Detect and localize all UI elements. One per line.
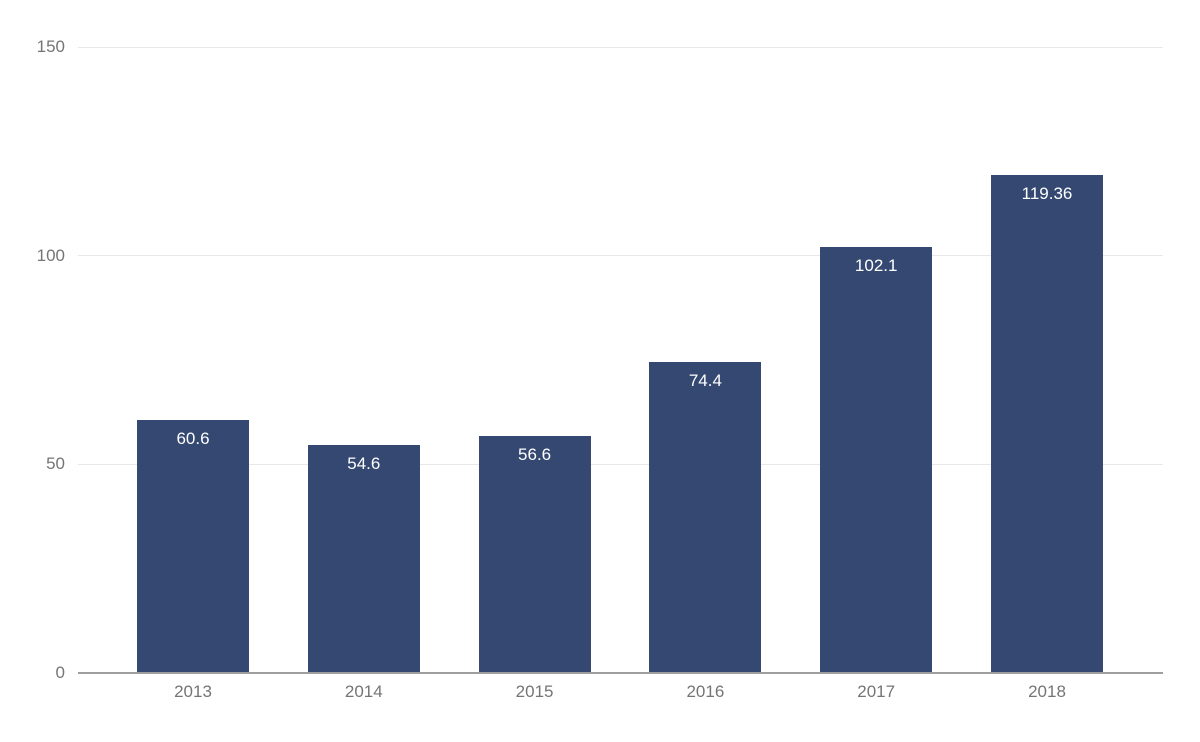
bar-value-label-2017: 102.1 (854, 255, 898, 275)
x-axis-line (78, 671, 1163, 674)
bar-2014[interactable]: 54.6 (307, 444, 420, 673)
gridline-150 (78, 46, 1163, 48)
bar-value-label-2015: 56.6 (518, 445, 552, 465)
x-tick-label-2018: 2018 (1028, 682, 1066, 701)
x-tick-label-2016: 2016 (686, 682, 725, 701)
bar-value-label-2016: 74.4 (688, 371, 722, 391)
x-tick-label-2015: 2015 (515, 682, 554, 701)
bar-value-label-2013: 60.6 (176, 428, 210, 448)
y-tick-label-0: 0 (55, 662, 65, 682)
y-tick-label-100: 100 (36, 245, 65, 265)
x-tick-label-2017: 2017 (857, 682, 896, 701)
bar-2018[interactable]: 119.36 (991, 174, 1103, 673)
bar-value-label-2014: 54.6 (347, 453, 381, 473)
gridline-50 (78, 463, 1163, 465)
y-tick-label-50: 50 (46, 454, 65, 473)
x-tick-label-2014: 2014 (344, 682, 383, 701)
bar-2016[interactable]: 74.4 (649, 362, 762, 673)
bar-2015[interactable]: 56.6 (478, 436, 591, 673)
y-tick-label-150: 150 (36, 37, 65, 56)
bar-2017[interactable]: 102.1 (820, 246, 933, 673)
bar-value-label-2018: 119.36 (1021, 183, 1073, 203)
x-tick-label-2013: 2013 (174, 682, 212, 701)
gridline-100 (78, 255, 1163, 256)
bar-2013[interactable]: 60.6 (137, 419, 249, 673)
